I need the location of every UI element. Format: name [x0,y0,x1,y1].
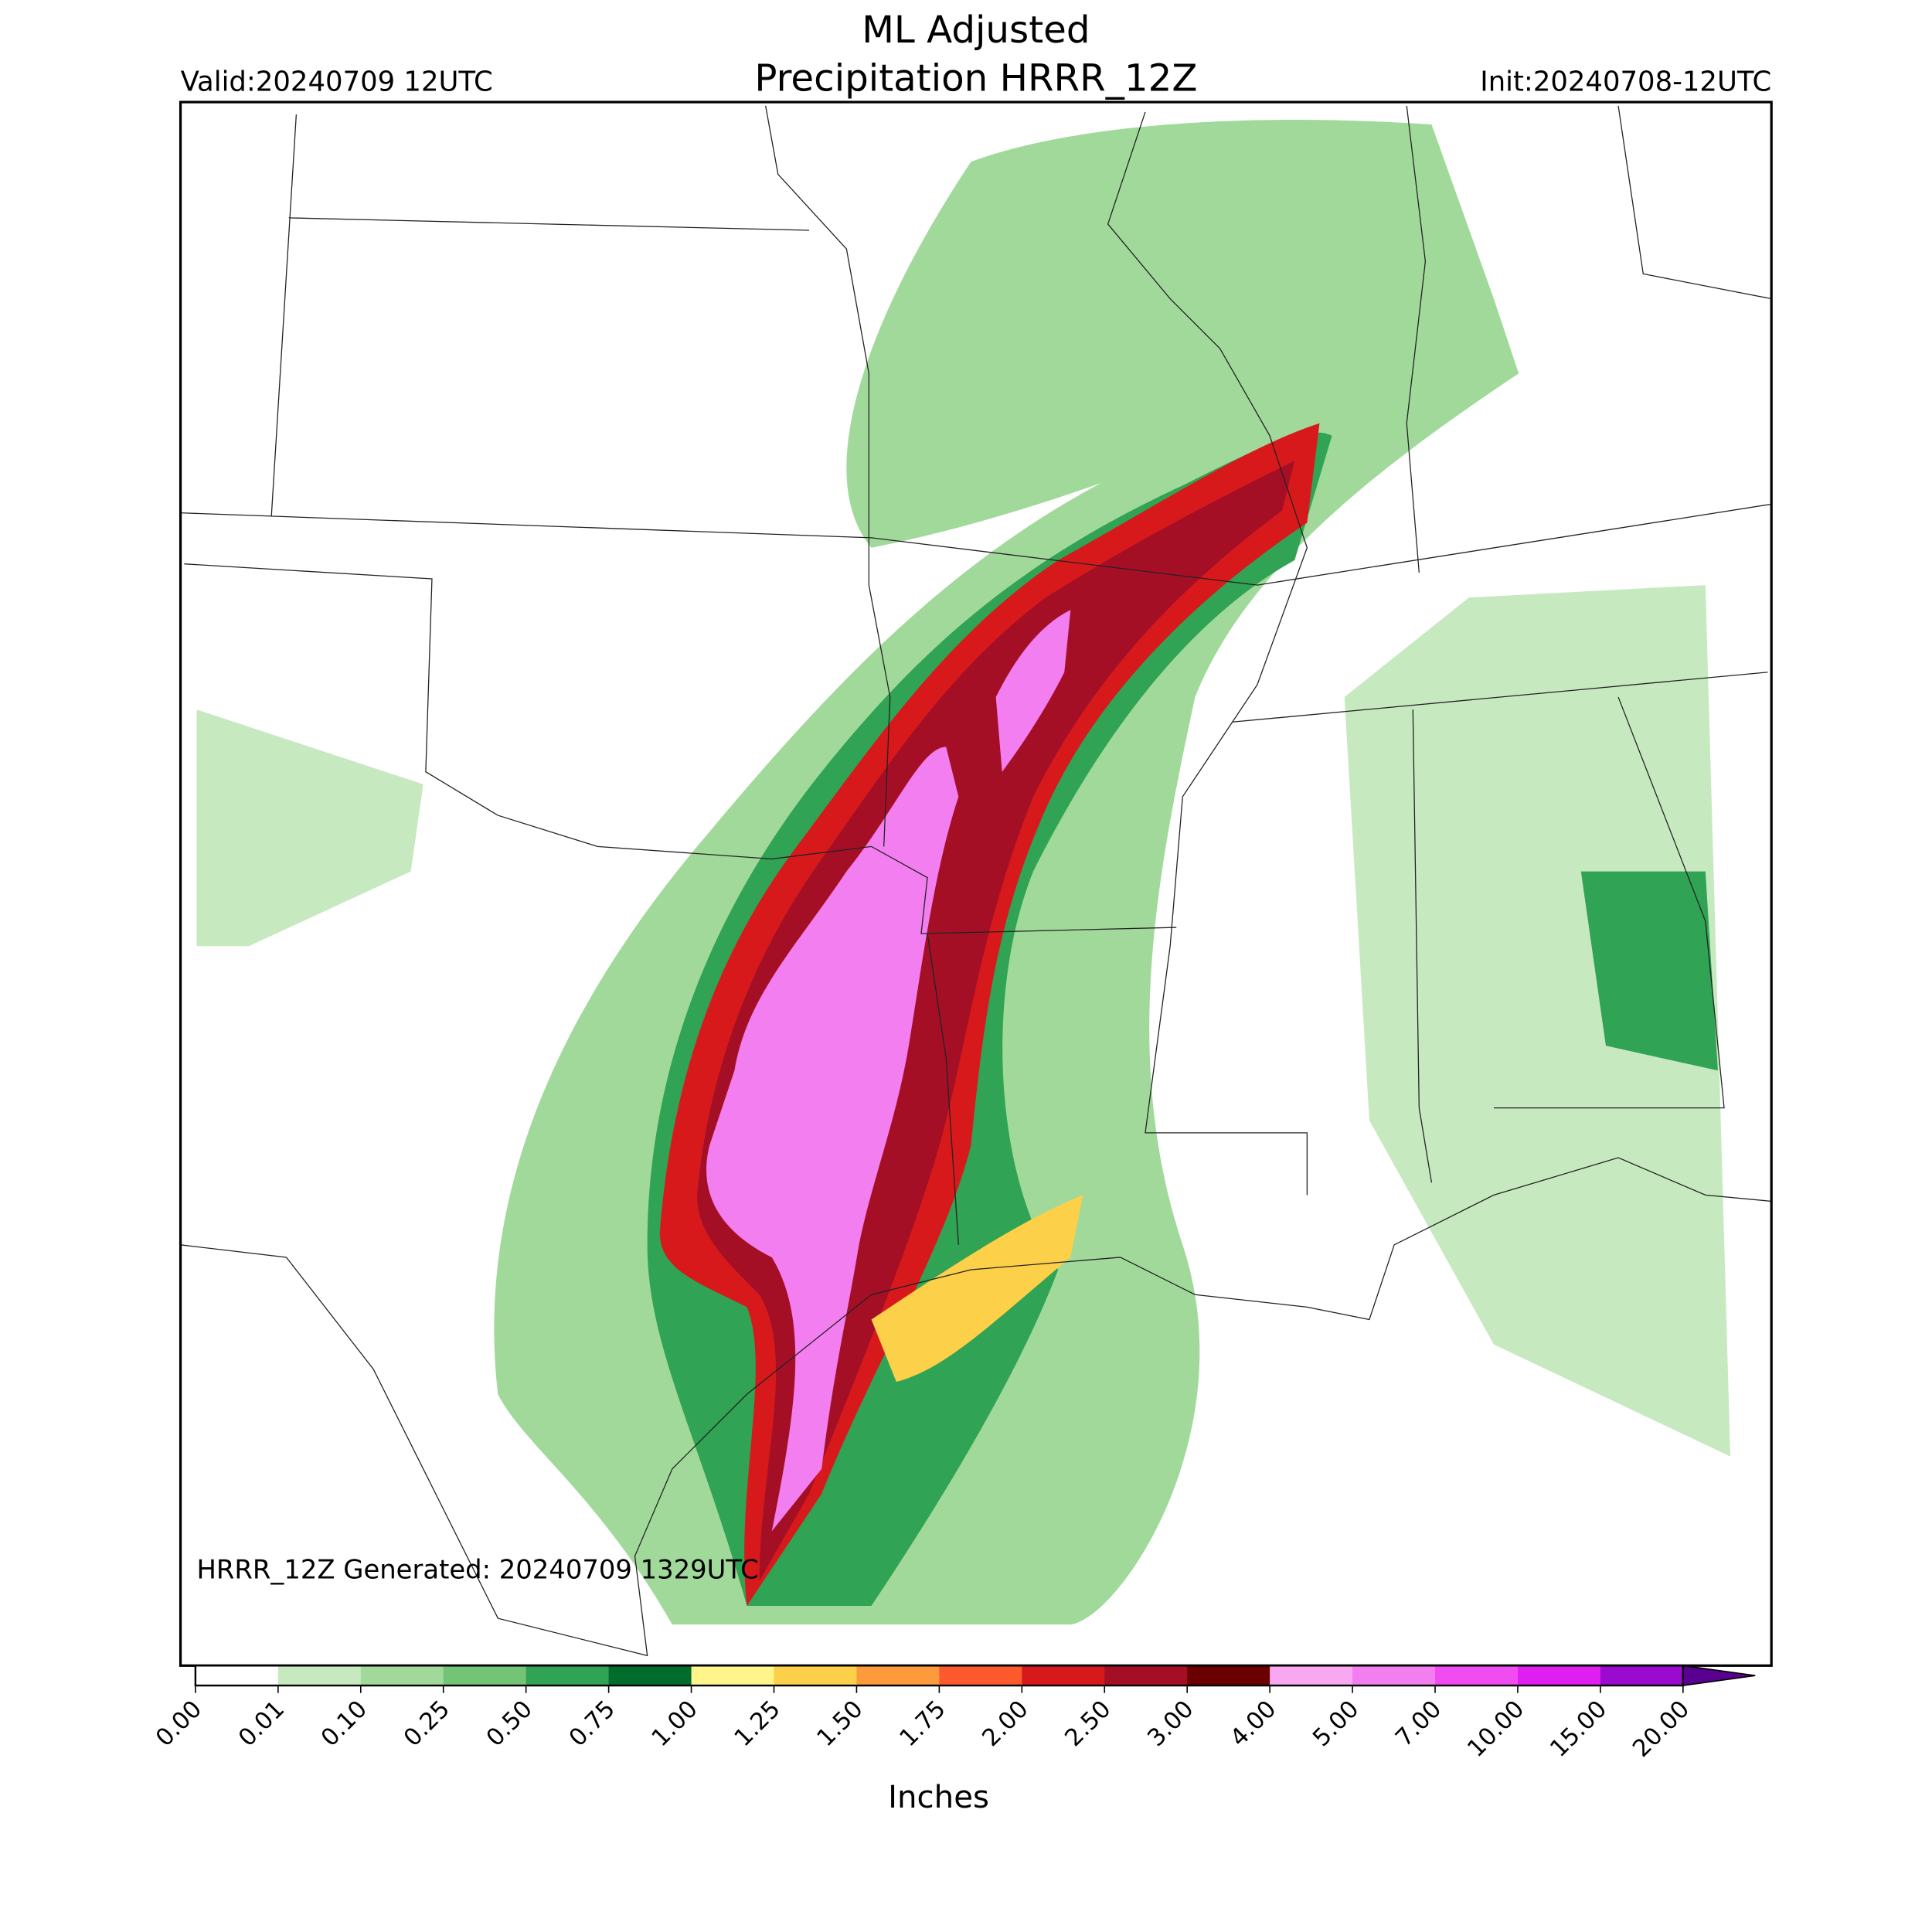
precip-area [846,120,1494,548]
colorbar-tick-label: 20.00 [1628,1696,1695,1763]
colorbar-tick-label: 0.01 [233,1696,290,1752]
state-border [180,503,1772,586]
colorbar-tick-label: 2.50 [1060,1696,1117,1752]
map: HRRR_12Z Generated: 20240709 1329UTC [179,100,1773,1667]
colorbar-swatch [856,1665,940,1686]
colorbar-tick-label: 2.00 [978,1696,1034,1752]
colorbar-tick-label: 1.75 [895,1696,951,1752]
colorbar-tick-label: 0.75 [564,1696,621,1752]
colorbar-tick-label: 0.00 [151,1696,207,1752]
colorbar-tick-label: 10.00 [1463,1696,1530,1763]
state-border [184,114,1177,934]
precip-area [706,747,959,1532]
colorbar-swatch [360,1665,444,1686]
colorbar-swatch [1517,1665,1601,1686]
colorbar-swatch [526,1665,610,1686]
colorbar-tick-label: 0.25 [399,1696,455,1752]
colorbar-tick-label: 1.25 [730,1696,786,1752]
colorbar-swatch [1435,1665,1519,1686]
valid-time: Valid:20240709 12UTC [181,66,493,98]
colorbar-swatch [443,1665,527,1686]
colorbar-swatch [277,1665,362,1686]
colorbar-swatch [691,1665,775,1686]
generated-note: HRRR_12Z Generated: 20240709 1329UTC [197,1555,759,1585]
precip-area [871,1195,1083,1383]
init-time: Init:20240708-12UTC [1480,66,1771,98]
colorbar-swatch [1270,1665,1353,1686]
precip-area [196,709,423,947]
colorbar-swatch [774,1665,858,1686]
state-border [1232,105,1772,1183]
colorbar-tick-label: 4.00 [1226,1696,1282,1752]
colorbar-swatch [195,1665,279,1686]
colorbar-swatch [939,1665,1023,1686]
colorbar-swatch [1022,1665,1106,1686]
colorbar-swatch [608,1665,692,1686]
colorbar-tick-label: 0.10 [316,1696,372,1752]
colorbar-tick-label: 3.00 [1143,1696,1199,1752]
precip-area [1344,585,1731,1457]
coastline [180,1157,1772,1657]
colorbar-label: Inches [888,1780,989,1815]
colorbar-swatch [1187,1665,1270,1686]
colorbar: 0.00 0.01 0.10 0.25 0.50 0.75 1.00 1.25 1.50 1.75… [151,1665,1756,1763]
colorbar-tick-label: 5.00 [1308,1696,1364,1752]
title-line1: ML Adjusted [862,9,1090,52]
colorbar-swatch [1600,1665,1684,1686]
colorbar-swatch [1104,1665,1188,1686]
colorbar-extend [1682,1665,1756,1686]
colorbar-tick-label: 15.00 [1546,1696,1613,1763]
colorbar-tick-label: 1.50 [812,1696,869,1752]
state-border [765,105,1308,1245]
colorbar-tick-label: 7.00 [1390,1696,1447,1752]
colorbar-tick-label: 1.00 [647,1696,703,1752]
precip-area [1580,871,1718,1071]
colorbar-tick-label: 0.50 [481,1696,538,1752]
title-line2: Precipitation HRRR_12Z [754,57,1197,100]
precip-area [995,610,1071,772]
colorbar-swatch [1352,1665,1436,1686]
